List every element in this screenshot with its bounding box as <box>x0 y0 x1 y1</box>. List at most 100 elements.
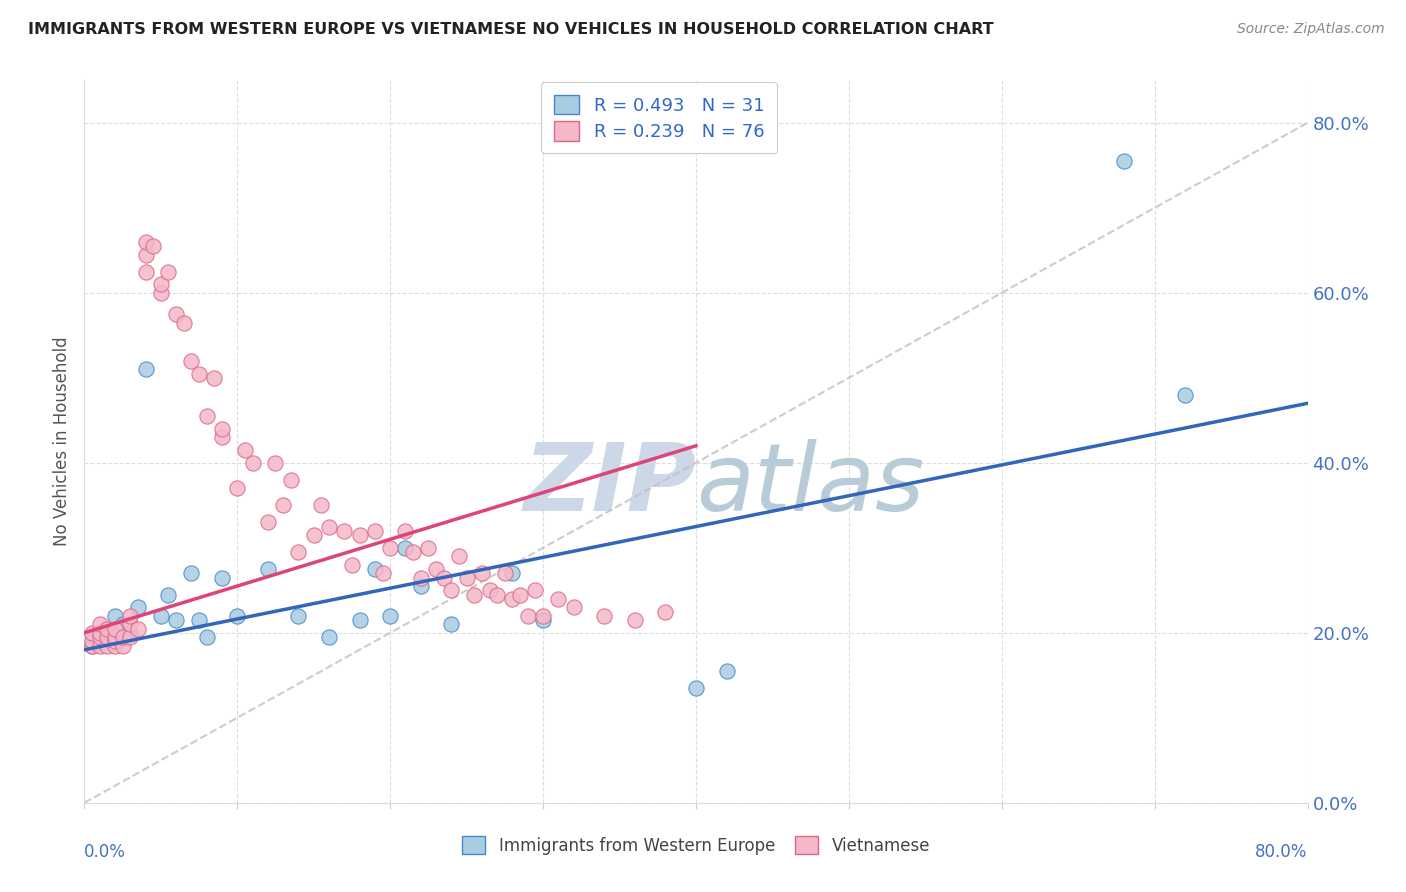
Immigrants from Western Europe <box>127 600 149 615</box>
Vietnamese <box>440 583 463 598</box>
Vietnamese <box>531 608 554 623</box>
Immigrants from Western Europe <box>211 570 233 584</box>
Legend: Immigrants from Western Europe, Vietnamese: Immigrants from Western Europe, Vietname… <box>454 828 938 863</box>
Immigrants from Western Europe <box>149 608 172 623</box>
Immigrants from Western Europe <box>165 613 187 627</box>
Vietnamese <box>80 639 103 653</box>
Vietnamese <box>104 634 127 648</box>
Vietnamese <box>89 639 111 653</box>
Immigrants from Western Europe <box>502 566 524 581</box>
Vietnamese <box>188 367 211 381</box>
Vietnamese <box>111 630 134 644</box>
Vietnamese <box>135 247 157 261</box>
Vietnamese <box>318 519 340 533</box>
Immigrants from Western Europe <box>364 562 387 576</box>
Vietnamese <box>456 570 478 584</box>
Vietnamese <box>89 617 111 632</box>
Vietnamese <box>135 235 157 249</box>
Vietnamese <box>202 371 225 385</box>
Vietnamese <box>433 570 456 584</box>
Vietnamese <box>402 545 425 559</box>
Vietnamese <box>333 524 356 538</box>
Vietnamese <box>654 605 676 619</box>
Vietnamese <box>157 264 180 278</box>
Vietnamese <box>280 473 302 487</box>
Vietnamese <box>120 630 142 644</box>
Vietnamese <box>302 528 325 542</box>
Vietnamese <box>149 277 172 292</box>
Vietnamese <box>371 566 394 581</box>
Vietnamese <box>409 570 432 584</box>
Vietnamese <box>195 409 218 423</box>
Text: 0.0%: 0.0% <box>84 843 127 861</box>
Text: ZIP: ZIP <box>523 439 696 531</box>
Immigrants from Western Europe <box>1114 154 1136 169</box>
Vietnamese <box>364 524 387 538</box>
Vietnamese <box>173 316 195 330</box>
Vietnamese <box>394 524 416 538</box>
Immigrants from Western Europe <box>1174 388 1197 402</box>
Immigrants from Western Europe <box>257 562 280 576</box>
Vietnamese <box>80 634 103 648</box>
Vietnamese <box>340 558 363 572</box>
Text: 80.0%: 80.0% <box>1256 843 1308 861</box>
Vietnamese <box>502 591 524 606</box>
Vietnamese <box>271 498 294 512</box>
Immigrants from Western Europe <box>409 579 432 593</box>
Immigrants from Western Europe <box>120 625 142 640</box>
Text: Source: ZipAtlas.com: Source: ZipAtlas.com <box>1237 22 1385 37</box>
Vietnamese <box>120 617 142 632</box>
Vietnamese <box>486 588 509 602</box>
Vietnamese <box>349 528 371 542</box>
Vietnamese <box>111 639 134 653</box>
Vietnamese <box>135 264 157 278</box>
Vietnamese <box>104 622 127 636</box>
Vietnamese <box>257 516 280 530</box>
Vietnamese <box>180 353 202 368</box>
Immigrants from Western Europe <box>394 541 416 555</box>
Vietnamese <box>149 285 172 300</box>
Immigrants from Western Europe <box>716 664 738 678</box>
Vietnamese <box>96 630 118 644</box>
Vietnamese <box>165 307 187 321</box>
Immigrants from Western Europe <box>135 362 157 376</box>
Vietnamese <box>425 562 447 576</box>
Vietnamese <box>463 588 485 602</box>
Vietnamese <box>524 583 547 598</box>
Immigrants from Western Europe <box>104 608 127 623</box>
Vietnamese <box>547 591 569 606</box>
Vietnamese <box>142 239 165 253</box>
Immigrants from Western Europe <box>96 630 118 644</box>
Vietnamese <box>211 430 233 444</box>
Vietnamese <box>226 481 249 495</box>
Immigrants from Western Europe <box>111 617 134 632</box>
Vietnamese <box>96 639 118 653</box>
Immigrants from Western Europe <box>195 630 218 644</box>
Vietnamese <box>89 630 111 644</box>
Vietnamese <box>516 608 538 623</box>
Vietnamese <box>593 608 616 623</box>
Vietnamese <box>120 608 142 623</box>
Vietnamese <box>264 456 287 470</box>
Immigrants from Western Europe <box>188 613 211 627</box>
Vietnamese <box>104 639 127 653</box>
Vietnamese <box>96 622 118 636</box>
Immigrants from Western Europe <box>226 608 249 623</box>
Immigrants from Western Europe <box>157 588 180 602</box>
Vietnamese <box>624 613 647 627</box>
Immigrants from Western Europe <box>180 566 202 581</box>
Immigrants from Western Europe <box>685 681 707 695</box>
Immigrants from Western Europe <box>440 617 463 632</box>
Immigrants from Western Europe <box>380 608 402 623</box>
Vietnamese <box>447 549 470 564</box>
Text: IMMIGRANTS FROM WESTERN EUROPE VS VIETNAMESE NO VEHICLES IN HOUSEHOLD CORRELATIO: IMMIGRANTS FROM WESTERN EUROPE VS VIETNA… <box>28 22 994 37</box>
Immigrants from Western Europe <box>287 608 309 623</box>
Vietnamese <box>478 583 501 598</box>
Vietnamese <box>211 422 233 436</box>
Immigrants from Western Europe <box>318 630 340 644</box>
Vietnamese <box>127 622 149 636</box>
Vietnamese <box>494 566 516 581</box>
Immigrants from Western Europe <box>80 639 103 653</box>
Immigrants from Western Europe <box>531 613 554 627</box>
Vietnamese <box>80 625 103 640</box>
